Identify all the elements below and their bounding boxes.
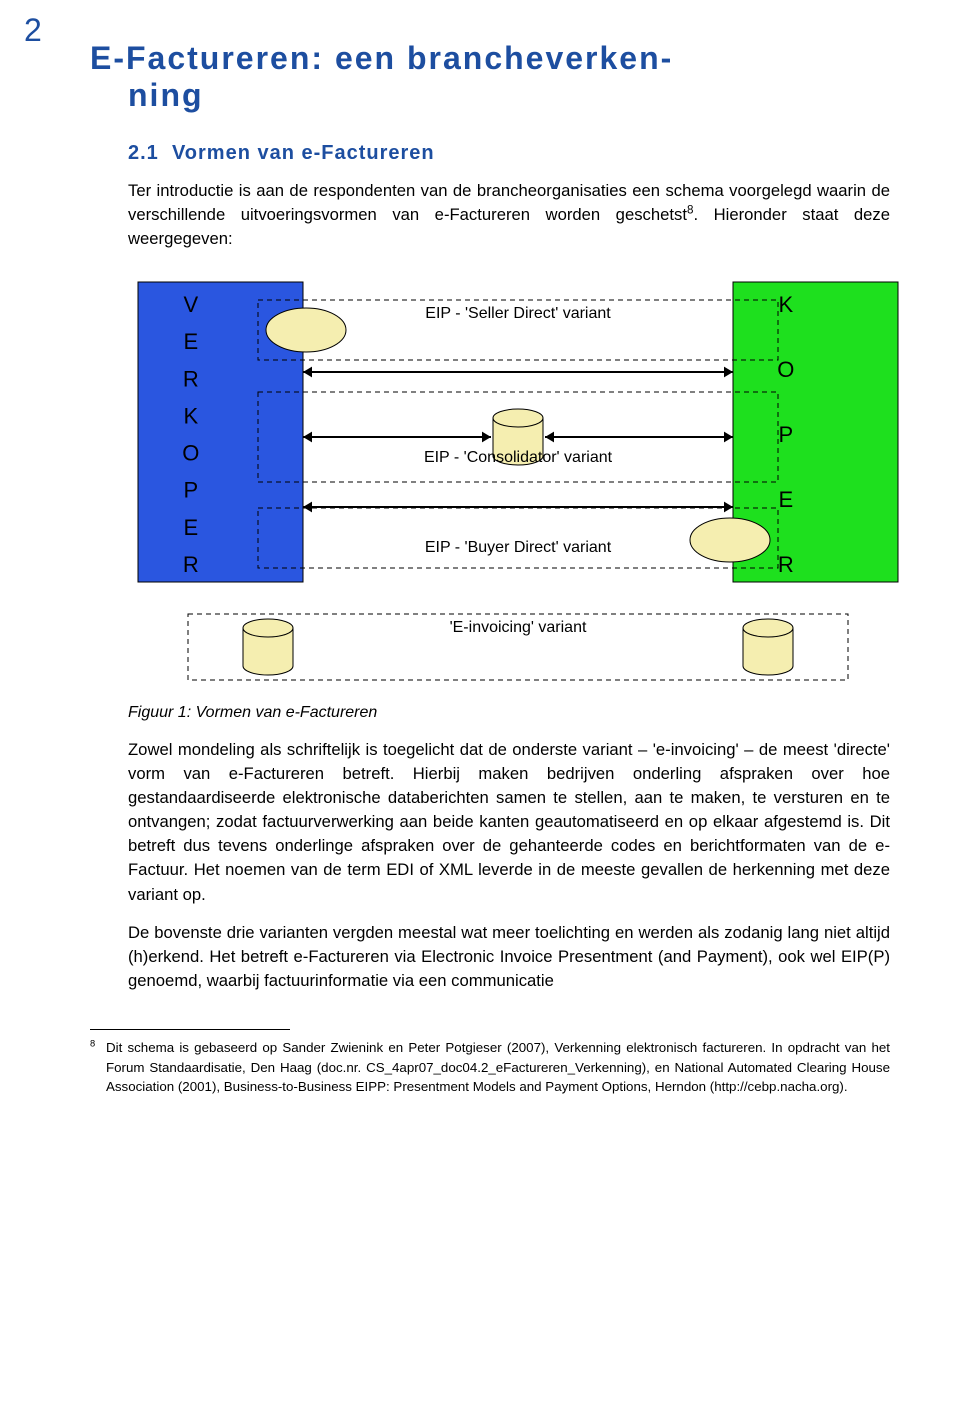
footnote-number: 8: [90, 1039, 95, 1049]
paragraph-3: De bovenste drie varianten vergden meest…: [128, 921, 890, 994]
svg-text:O: O: [777, 357, 794, 382]
svg-text:R: R: [183, 552, 199, 577]
section-title: Vormen van e-Factureren: [172, 142, 435, 164]
svg-text:P: P: [183, 477, 198, 502]
svg-text:O: O: [182, 440, 199, 465]
e-factureren-diagram: EIP - 'Seller Direct' variant EIP - 'Cons…: [128, 272, 908, 692]
svg-text:E: E: [183, 329, 198, 354]
heading-line1: E-Factureren: een brancheverken-: [90, 40, 890, 77]
svg-text:R: R: [183, 366, 199, 391]
footnote-8: 8 Dit schema is gebaseerd op Sander Zwie…: [90, 1038, 890, 1096]
svg-text:E: E: [183, 514, 198, 539]
svg-text:R: R: [778, 552, 794, 577]
svg-text:EIP - 'Consolidator' variant: EIP - 'Consolidator' variant: [424, 449, 613, 466]
footnote-separator: [90, 1029, 290, 1030]
intro-paragraph: Ter introductie is aan de respondenten v…: [128, 179, 890, 252]
section-number: 2.1: [128, 142, 159, 164]
figure-caption: Figuur 1: Vormen van e-Factureren: [128, 704, 890, 722]
page-number: 2: [24, 12, 42, 49]
paragraph-2: Zowel mondeling als schriftelijk is toeg…: [128, 738, 890, 907]
chapter-heading: E-Factureren: een brancheverken- ning: [90, 40, 890, 114]
svg-text:E: E: [778, 487, 793, 512]
svg-text:'E-invoicing' variant: 'E-invoicing' variant: [450, 619, 587, 636]
svg-text:V: V: [183, 292, 198, 317]
heading-line2: ning: [128, 77, 890, 114]
figure-1-diagram: EIP - 'Seller Direct' variant EIP - 'Cons…: [128, 272, 890, 692]
svg-text:EIP - 'Seller Direct' variant: EIP - 'Seller Direct' variant: [425, 305, 611, 322]
svg-text:K: K: [183, 403, 198, 428]
svg-text:P: P: [778, 422, 793, 447]
svg-text:K: K: [778, 292, 793, 317]
svg-text:EIP - 'Buyer Direct' variant: EIP - 'Buyer Direct' variant: [425, 539, 612, 556]
footnote-text: Dit schema is gebaseerd op Sander Zwieni…: [106, 1038, 890, 1096]
section-heading: 2.1 Vormen van e-Factureren: [128, 142, 890, 165]
